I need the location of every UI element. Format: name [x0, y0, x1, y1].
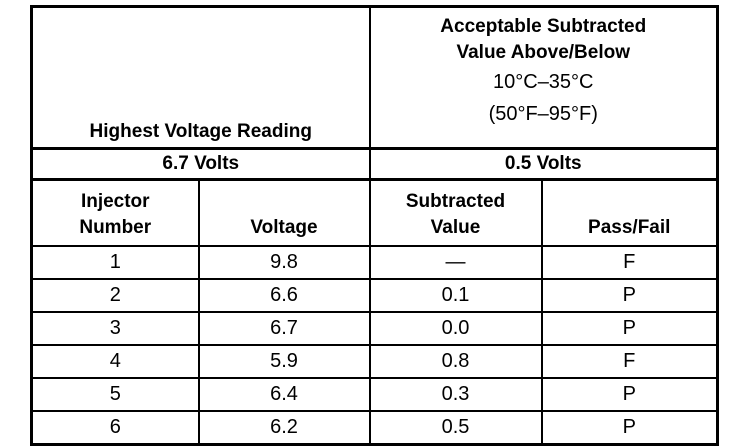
data-cell: 6.2	[197, 410, 371, 446]
data-cell: 0.5	[368, 410, 543, 446]
header-left: Highest Voltage Reading	[30, 5, 371, 150]
column-header-line: Subtracted	[405, 191, 506, 212]
header-row: Highest Voltage Reading Acceptable Subtr…	[30, 5, 719, 150]
data-row: 3 6.7 0.0 P	[30, 311, 719, 346]
column-header-line: Value	[430, 217, 481, 238]
data-cell: 6.7	[197, 311, 371, 346]
data-cell: 9.8	[197, 245, 371, 280]
data-cell: 6	[30, 410, 200, 446]
summary-cell: 6.7 Volts	[30, 147, 371, 181]
column-header-line: Pass/Fail	[588, 217, 671, 238]
data-cell: P	[540, 377, 719, 412]
data-cell: P	[540, 278, 719, 313]
table-body: Highest Voltage Reading Acceptable Subtr…	[30, 5, 719, 446]
column-header: Subtracted Value	[368, 178, 543, 247]
data-cell: F	[540, 344, 719, 379]
voltage-table: Highest Voltage Reading Acceptable Subtr…	[30, 5, 719, 446]
data-cell: 5.9	[197, 344, 371, 379]
data-cell: 2	[30, 278, 200, 313]
header-title-line: Value Above/Below	[456, 42, 630, 63]
column-header: Injector Number	[30, 178, 200, 247]
data-row: 1 9.8— F	[30, 245, 719, 280]
header-right: Acceptable Subtracted Value Above/Below …	[368, 5, 719, 150]
data-cell: 0.1	[368, 278, 543, 313]
data-cell: 0.3	[368, 377, 543, 412]
data-cell: 4	[30, 344, 200, 379]
data-cell: 6.6	[197, 278, 371, 313]
column-header-row: Injector Number Voltage Subtracted Value Pass…	[30, 178, 719, 247]
data-cell: 1	[30, 245, 200, 280]
data-cell: 0.0	[368, 311, 543, 346]
data-cell: 3	[30, 311, 200, 346]
data-cell: —	[368, 245, 543, 280]
data-cell: P	[540, 410, 719, 446]
column-header-line: Number	[79, 217, 152, 238]
header-range-line: 10°C–35°C	[493, 71, 594, 93]
header-title-line: Acceptable Subtracted	[440, 16, 647, 37]
data-cell: 0.8	[368, 344, 543, 379]
column-header-line: Voltage	[250, 217, 318, 238]
column-header-line: Injector	[80, 191, 150, 212]
data-row: 5 6.4 0.3 P	[30, 377, 719, 412]
header-range-line: (50°F–95°F)	[488, 103, 598, 125]
data-row: 6 6.2 0.5 P	[30, 410, 719, 446]
data-cell: F	[540, 245, 719, 280]
column-header: Voltage	[197, 178, 371, 247]
data-row: 2 6.6 0.1 P	[30, 278, 719, 313]
data-row: 4 5.9 0.8 F	[30, 344, 719, 379]
data-cell: 6.4	[197, 377, 371, 412]
summary-cell: 0.5 Volts	[368, 147, 719, 181]
summary-row: 6.7 Volts 0.5 Volts	[30, 147, 719, 181]
data-cell: 5	[30, 377, 200, 412]
data-cell: P	[540, 311, 719, 346]
column-header: Pass/Fail	[540, 178, 719, 247]
